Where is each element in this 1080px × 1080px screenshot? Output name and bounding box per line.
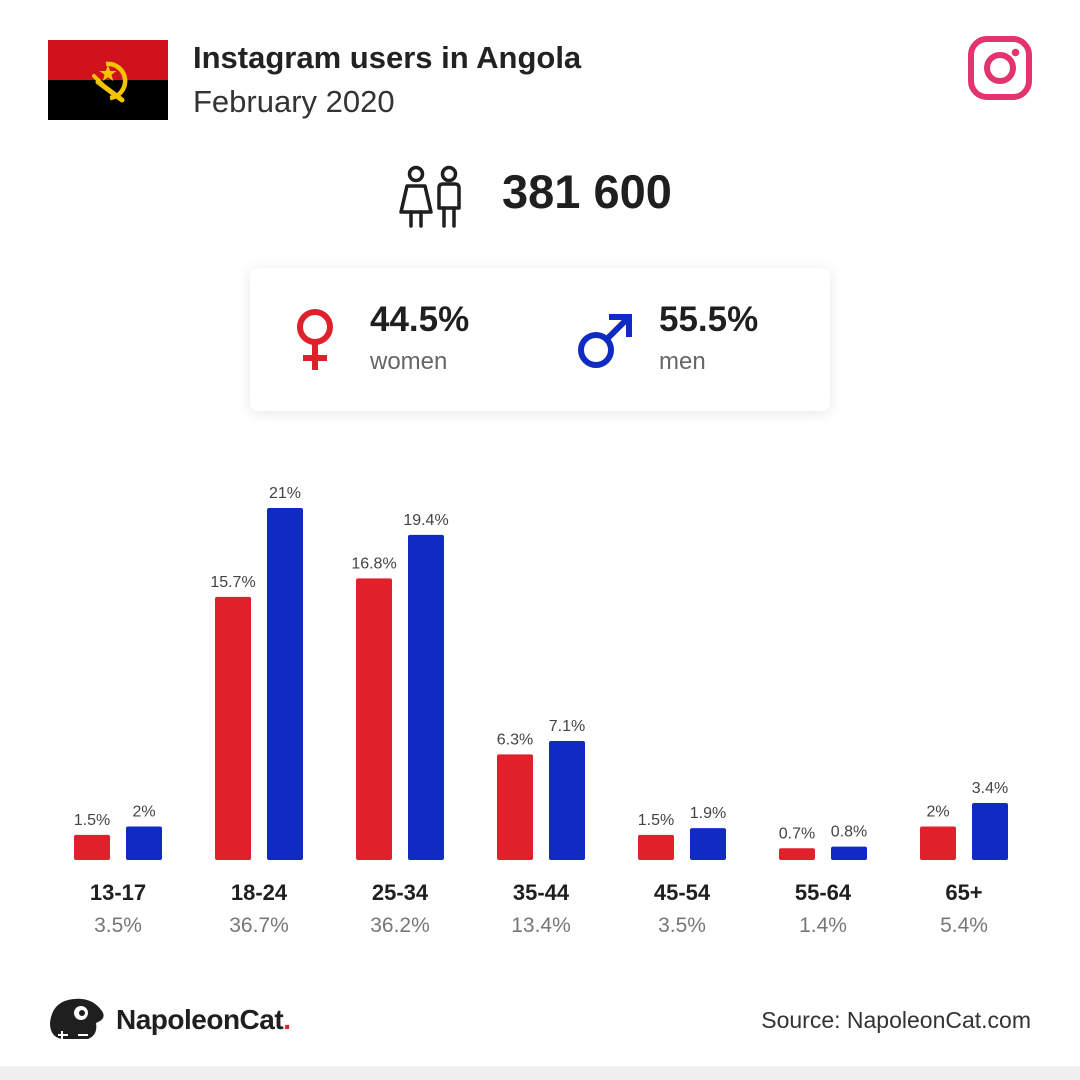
bar-value-label: 15.7% [210, 574, 255, 591]
category-total-label: 3.5% [94, 914, 142, 937]
bar-value-label: 1.5% [638, 812, 674, 829]
bar-value-label: 2% [132, 803, 155, 820]
category-label: 65+ [945, 880, 982, 905]
women-percentage: 44.5% [370, 300, 470, 339]
footer-band [0, 1066, 1080, 1080]
category-label: 18-24 [231, 880, 288, 905]
category-total-label: 5.4% [940, 914, 988, 937]
category-total-label: 36.7% [229, 914, 289, 937]
page-title: Instagram users in Angola [193, 40, 582, 75]
bar-value-label: 2% [926, 803, 949, 820]
bar [920, 826, 956, 860]
women-label: women [370, 348, 448, 375]
category-total-label: 13.4% [511, 914, 571, 937]
bar-value-label: 6.3% [497, 731, 533, 748]
bar [267, 508, 303, 860]
bar [497, 754, 533, 860]
bar [74, 834, 110, 860]
bar-value-label: 21% [269, 485, 301, 502]
bar [779, 848, 815, 860]
bar-value-label: 0.7% [779, 825, 815, 842]
bar [690, 828, 726, 860]
brand-name: NapoleonCat. [116, 1004, 291, 1036]
bar-value-label: 0.8% [831, 824, 867, 841]
category-total-label: 36.2% [370, 914, 430, 937]
page-subtitle: February 2020 [193, 84, 395, 119]
napoleoncat-logo-icon [50, 998, 104, 1041]
male-symbol-icon [578, 314, 632, 368]
brand-dot: . [283, 1004, 291, 1035]
category-label: 45-54 [654, 880, 711, 905]
men-percentage: 55.5% [659, 300, 759, 339]
brand-text: NapoleonCat [116, 1004, 284, 1035]
men-label: men [659, 348, 706, 375]
bar-value-label: 19.4% [403, 512, 448, 529]
age-gender-bar-chart: 1.5% 2% 13-17 3.5% 15.7% 21% 18-24 36.7% 16.8% 19… [74, 485, 1008, 937]
category-label: 35-44 [513, 880, 570, 905]
angola-flag-icon [48, 40, 168, 120]
bar [831, 846, 867, 860]
people-icon [399, 165, 461, 228]
instagram-logo-icon [968, 36, 1032, 100]
bar-value-label: 1.9% [690, 805, 726, 822]
category-label: 55-64 [795, 880, 852, 905]
category-label: 13-17 [90, 880, 146, 905]
bar-value-label: 7.1% [549, 718, 585, 735]
bar [215, 596, 251, 860]
bar [408, 534, 444, 860]
bar [126, 826, 162, 860]
total-users: 381 600 [502, 165, 672, 218]
bar [972, 803, 1008, 860]
gender-card: 44.5% women 55.5% men [250, 268, 830, 411]
bar [638, 834, 674, 860]
bar [549, 740, 585, 860]
category-label: 25-34 [372, 880, 429, 905]
bar [356, 578, 392, 860]
category-total-label: 1.4% [799, 914, 847, 937]
category-total-label: 3.5% [658, 914, 706, 937]
bar-value-label: 1.5% [74, 812, 110, 829]
bar-value-label: 16.8% [351, 555, 396, 572]
source-text: Source: NapoleonCat.com [761, 1007, 1031, 1033]
bar-value-label: 3.4% [972, 780, 1008, 797]
female-symbol-icon [297, 309, 333, 370]
